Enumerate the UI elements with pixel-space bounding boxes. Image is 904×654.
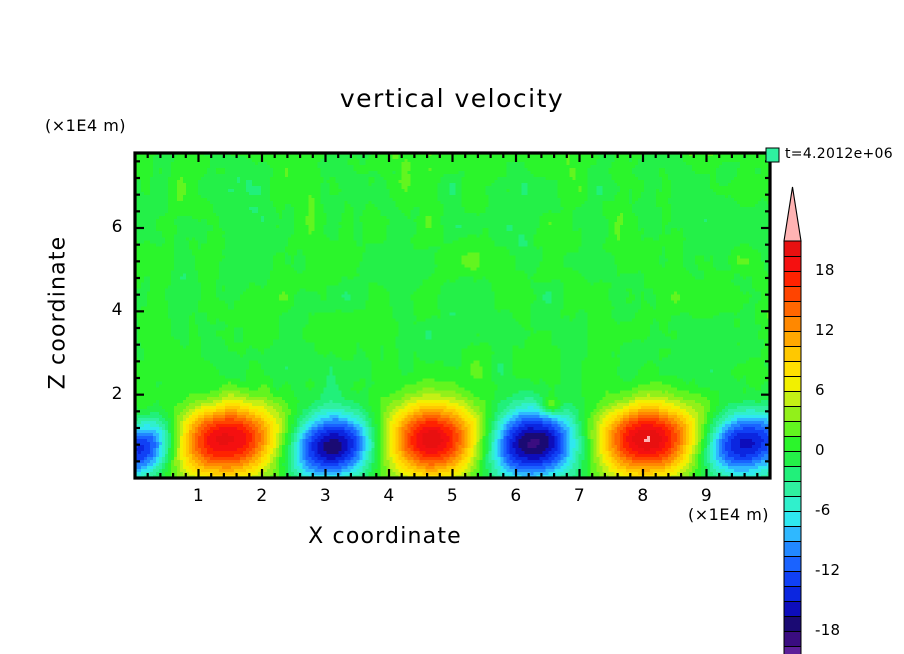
colorbar-tick-label: -18	[815, 621, 841, 639]
y-tick-label: 2	[111, 383, 123, 404]
y-axis-unit-label: (×1E4 m)	[45, 116, 127, 135]
page-title: vertical velocity	[339, 84, 565, 113]
colorbar-tick-label: -6	[815, 501, 831, 519]
colorbar-tick-label: 0	[815, 441, 825, 459]
y-axis-title: Z coordinate	[45, 235, 71, 390]
x-tick-label: 7	[573, 486, 586, 506]
x-axis-title: X coordinate	[308, 524, 462, 549]
x-tick-label: 9	[700, 486, 713, 506]
x-tick-label: 8	[637, 486, 649, 506]
x-tick-label: 6	[510, 486, 522, 506]
colorbar-tick-label: 18	[815, 261, 835, 279]
x-tick-label: 5	[446, 486, 459, 506]
x-tick-label: 2	[256, 486, 268, 506]
x-tick-label: 4	[383, 486, 395, 506]
time-annotation: t=4.2012e+06	[785, 146, 893, 162]
y-tick-label: 4	[111, 300, 123, 321]
x-tick-label: 3	[319, 486, 332, 506]
x-tick-label: 1	[192, 486, 205, 506]
x-axis-unit-label: (×1E4 m)	[688, 505, 770, 524]
y-tick-label: 6	[111, 217, 123, 237]
colorbar-tick-label: -12	[815, 561, 841, 579]
colorbar-tick-label: 6	[815, 381, 825, 399]
colorbar-tick-label: 12	[815, 321, 835, 339]
